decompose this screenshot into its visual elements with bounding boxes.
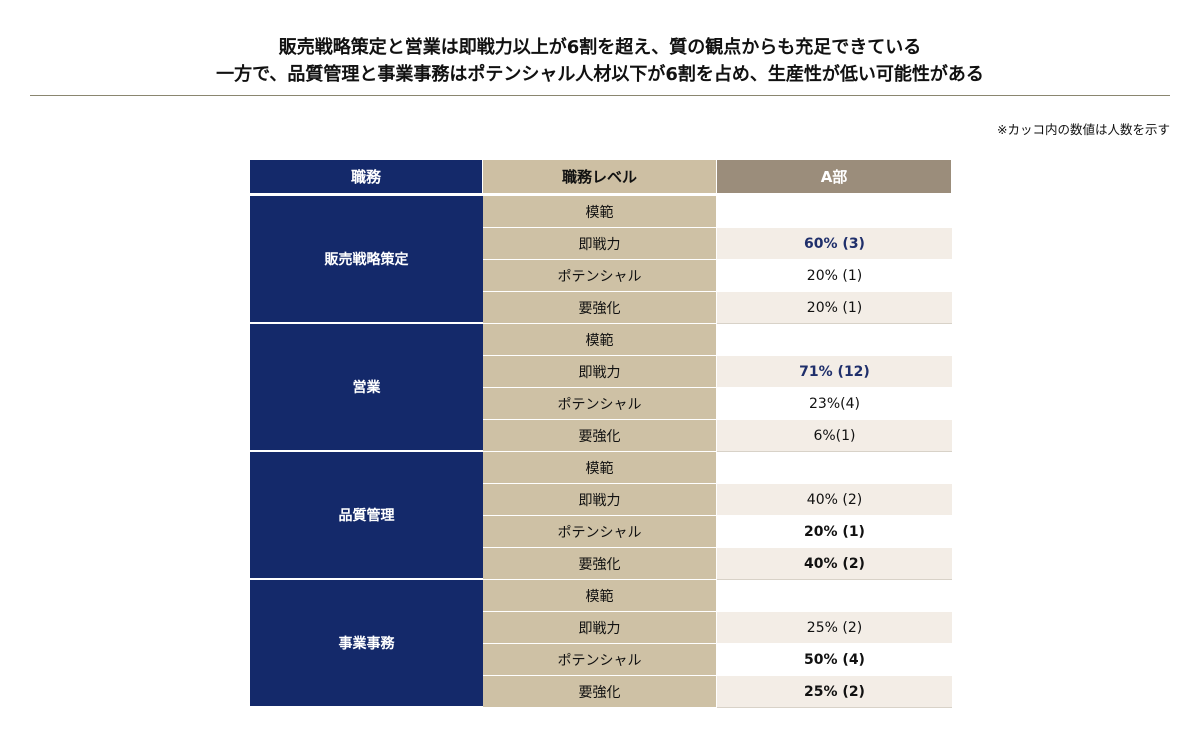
job-name: 営業: [250, 324, 483, 452]
job-name: 品質管理: [250, 452, 483, 580]
level: 要強化: [483, 548, 717, 580]
value: 20% (1): [717, 292, 952, 324]
value: [717, 452, 952, 484]
value: 20% (1): [717, 516, 952, 548]
value: 25% (2): [717, 676, 952, 708]
value: [717, 580, 952, 612]
level: 模範: [483, 196, 717, 228]
value: [717, 324, 952, 356]
level: 模範: [483, 324, 717, 356]
value: 23%(4): [717, 388, 952, 420]
value: 71% (12): [717, 356, 952, 388]
divider: [30, 95, 1170, 96]
level: 即戦力: [483, 612, 717, 644]
value: 50% (4): [717, 644, 952, 676]
note: ※カッコ内の数値は人数を示す: [997, 122, 1170, 137]
value: 60% (3): [717, 228, 952, 260]
value: 20% (1): [717, 260, 952, 292]
column-header: 職務レベル: [483, 160, 717, 194]
level: ポテンシャル: [483, 644, 717, 676]
level: 即戦力: [483, 484, 717, 516]
title-line: 一方で、品質管理と事業事務はポテンシャル人材以下が6割を占め、生産性が低い可能性…: [216, 64, 984, 85]
level: 要強化: [483, 420, 717, 452]
job-name: 事業事務: [250, 580, 483, 708]
level: ポテンシャル: [483, 516, 717, 548]
value: 40% (2): [717, 484, 952, 516]
level: 要強化: [483, 676, 717, 708]
value: 6%(1): [717, 420, 952, 452]
level: ポテンシャル: [483, 260, 717, 292]
value: 40% (2): [717, 548, 952, 580]
column-header: 職務: [250, 160, 483, 194]
value: [717, 196, 952, 228]
level: 模範: [483, 580, 717, 612]
level: ポテンシャル: [483, 388, 717, 420]
level: 模範: [483, 452, 717, 484]
job-name: 販売戦略策定: [250, 196, 483, 324]
column-header: A部: [717, 160, 952, 194]
level: 要強化: [483, 292, 717, 324]
level: 即戦力: [483, 228, 717, 260]
title-line: 販売戦略策定と営業は即戦力以上が6割を超え、質の観点からも充足できている: [278, 37, 922, 58]
value: 25% (2): [717, 612, 952, 644]
level: 即戦力: [483, 356, 717, 388]
